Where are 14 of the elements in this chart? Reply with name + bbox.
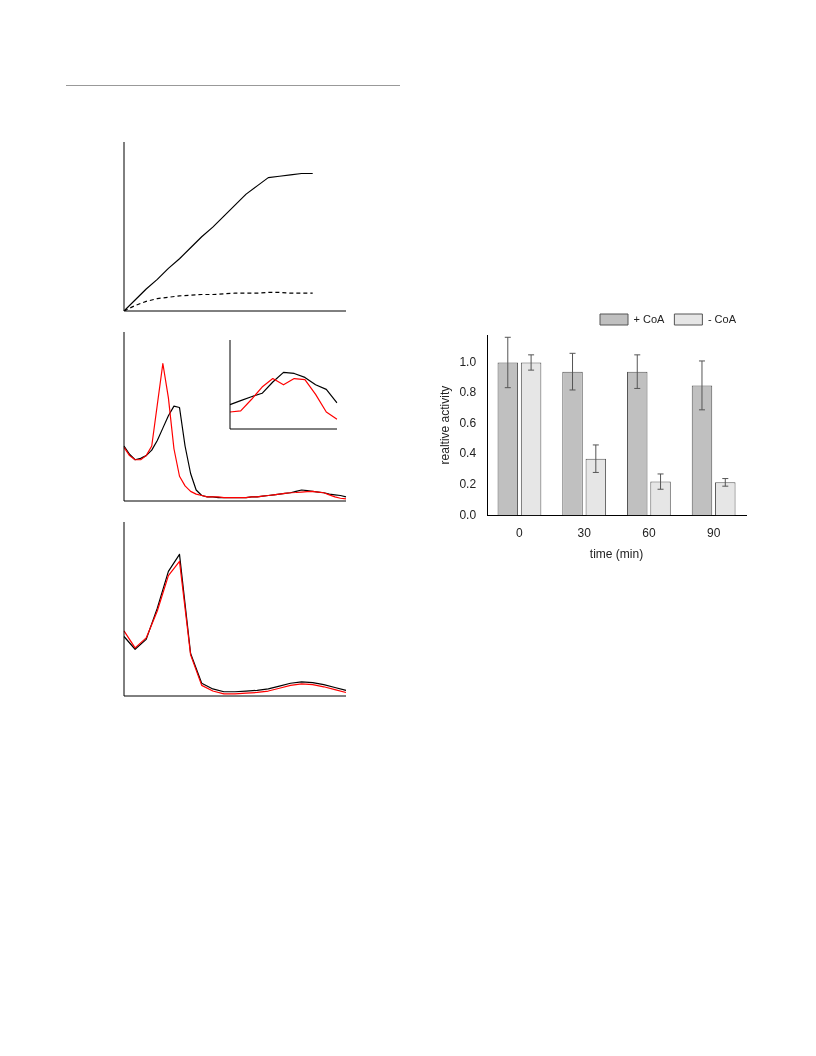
- y-tick-label: 0.4: [459, 446, 477, 461]
- x-tick-label: 60: [642, 525, 656, 540]
- x-tick-label: 30: [577, 525, 592, 540]
- x-axis-title: time (min): [589, 547, 644, 562]
- x-tick-label: 0: [516, 525, 524, 540]
- y-tick-label: 0.0: [459, 507, 477, 522]
- y-tick-label: 0.2: [459, 476, 477, 491]
- x-tick-label: 90: [706, 525, 721, 540]
- y-tick-label: 0.6: [459, 415, 477, 430]
- legend-label: + CoA: [633, 312, 666, 325]
- y-tick-label: 1.0: [459, 354, 477, 369]
- legend-label: - CoA: [707, 312, 737, 325]
- y-tick-label: 0.8: [459, 385, 477, 400]
- y-axis-title: realtive activity: [437, 385, 452, 465]
